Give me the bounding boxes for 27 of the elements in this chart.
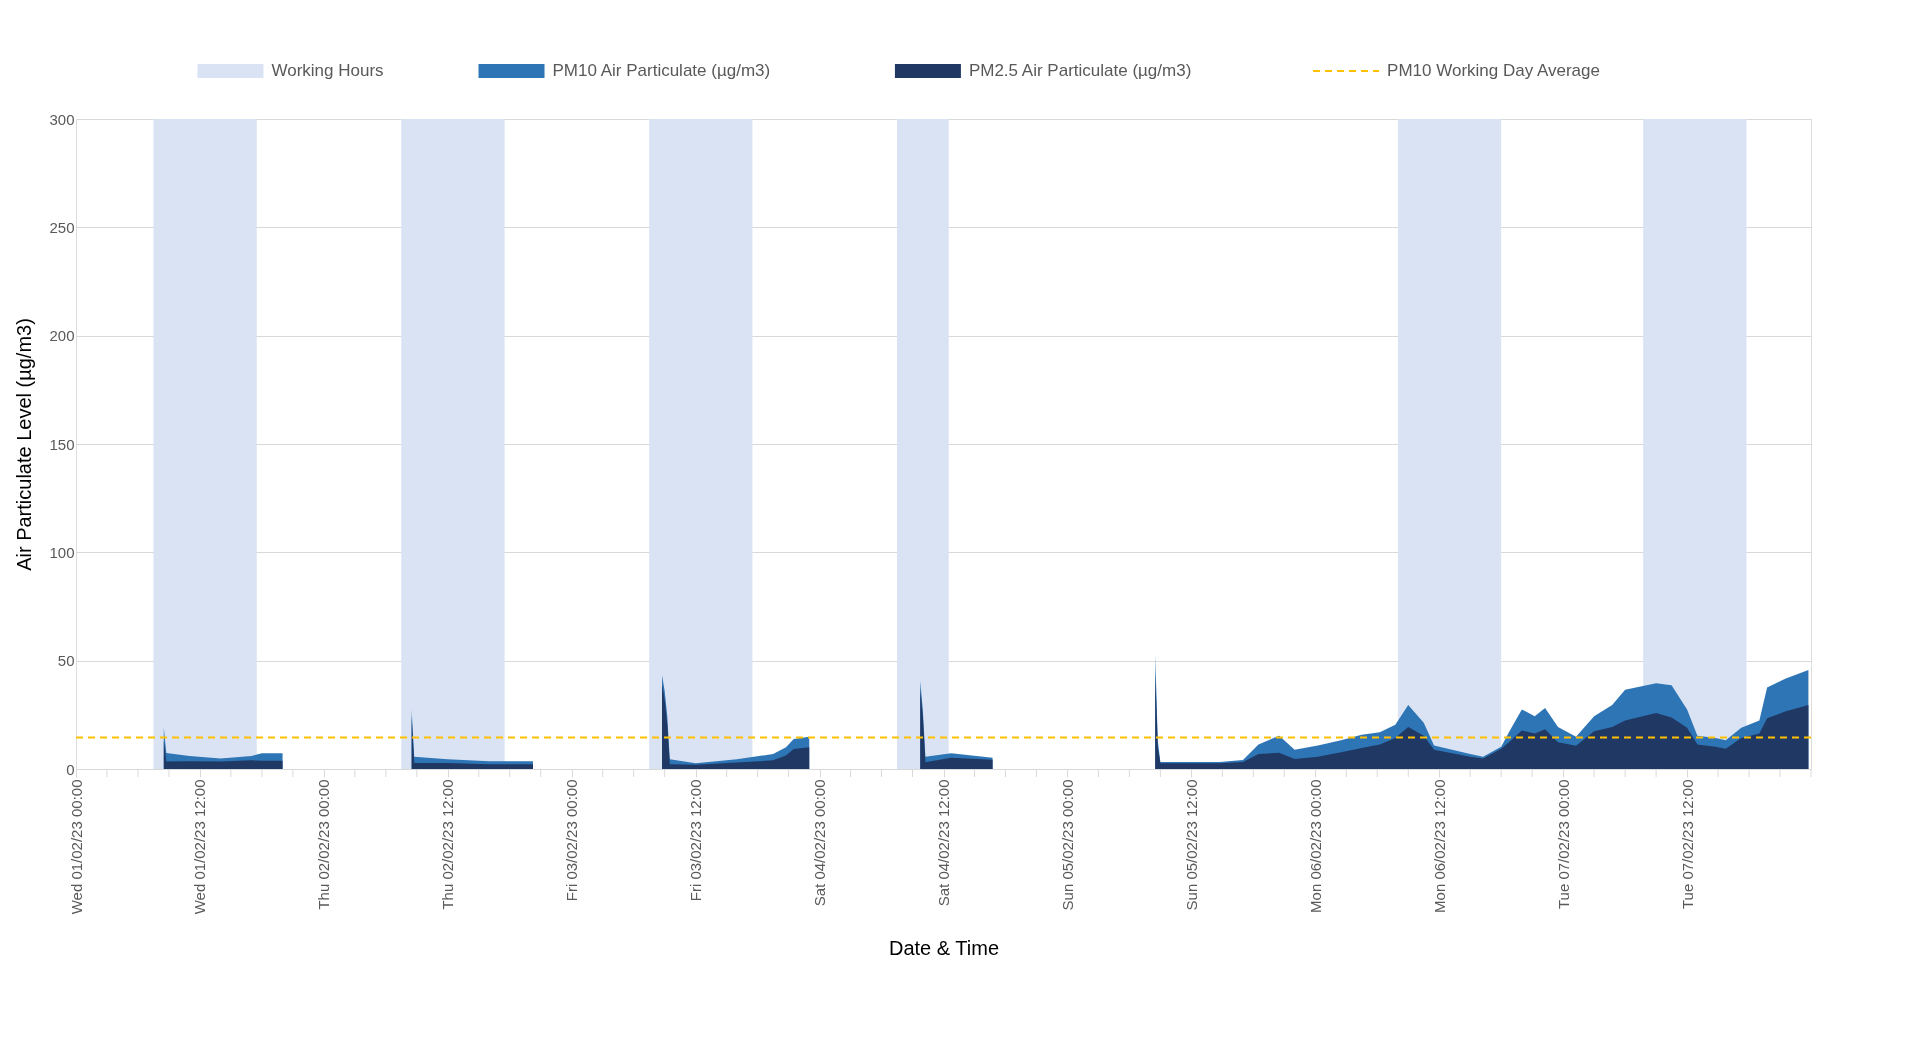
x-tick-label: Sun 05/02/23 12:00: [1182, 779, 1200, 911]
x-tick-label: Sat 04/02/23 12:00: [935, 779, 952, 907]
x-tick-label: Mon 06/02/23 12:00: [1430, 779, 1448, 913]
x-tick-label: Sat 04/02/23 00:00: [811, 779, 829, 907]
y-tick-label: 100: [49, 543, 75, 561]
legend-label: PM2.5 Air Particulate (µg/m3): [968, 61, 1192, 80]
legend-label: PM10 Air Particulate (µg/m3): [552, 61, 771, 80]
x-axis-title: Date & Time: [888, 937, 1000, 960]
x-tick-label: Thu 02/02/23 00:00: [315, 779, 333, 910]
x-tick-label: Wed 01/02/23 00:00: [67, 779, 85, 915]
x-tick-label: Sun 05/02/23 00:00: [1058, 779, 1076, 911]
x-tick-label: Fri 03/02/23 00:00: [563, 779, 581, 902]
y-tick-label: 300: [49, 110, 75, 128]
y-tick-label: 200: [49, 327, 75, 345]
x-tick-label: Mon 06/02/23 00:00: [1306, 779, 1324, 913]
y-axis-title: Air Particulate Level (µg/m3): [13, 318, 36, 571]
x-tick-label: Fri 03/02/23 12:00: [687, 779, 705, 902]
legend-label: PM10 Working Day Average: [1387, 61, 1600, 80]
x-tick-label: Tue 07/02/23 12:00: [1678, 779, 1696, 910]
y-tick-label: 250: [49, 218, 75, 236]
y-tick-label: 0: [66, 760, 75, 778]
x-tick-label: Wed 01/02/23 12:00: [191, 779, 209, 915]
x-tick-label: Thu 02/02/23 12:00: [439, 779, 457, 910]
x-tick-label: Tue 07/02/23 00:00: [1554, 779, 1572, 910]
y-tick-label: 50: [57, 652, 75, 670]
y-tick-label: 150: [49, 435, 75, 453]
legend-label: Working Hours: [271, 61, 384, 80]
